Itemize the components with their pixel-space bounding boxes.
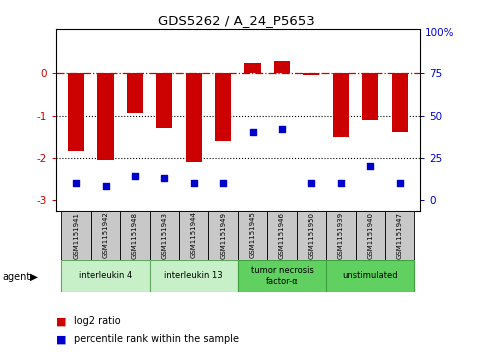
Bar <box>185 73 202 162</box>
Point <box>308 180 315 186</box>
Point <box>102 184 110 189</box>
Bar <box>150 260 238 291</box>
Point <box>337 180 345 186</box>
Text: GSM1151947: GSM1151947 <box>397 212 403 258</box>
Bar <box>68 73 84 151</box>
Point <box>366 163 374 169</box>
Point <box>190 180 198 186</box>
Bar <box>362 73 378 120</box>
Text: interleukin 13: interleukin 13 <box>164 272 223 280</box>
Text: percentile rank within the sample: percentile rank within the sample <box>74 334 239 344</box>
Text: log2 ratio: log2 ratio <box>74 316 121 326</box>
Text: GSM1151950: GSM1151950 <box>309 212 314 258</box>
Bar <box>303 73 319 76</box>
Bar <box>209 211 238 260</box>
Text: GSM1151945: GSM1151945 <box>250 212 256 258</box>
Point <box>396 180 403 186</box>
Bar <box>238 211 267 260</box>
Text: GDS5262 / A_24_P5653: GDS5262 / A_24_P5653 <box>158 15 315 28</box>
Text: GSM1151949: GSM1151949 <box>220 212 226 258</box>
Text: GSM1151948: GSM1151948 <box>132 212 138 258</box>
Bar <box>326 211 355 260</box>
Text: agent: agent <box>2 272 30 282</box>
Bar <box>326 260 414 291</box>
Bar <box>333 73 349 137</box>
Bar <box>91 211 120 260</box>
Bar <box>238 260 326 291</box>
Text: GSM1151942: GSM1151942 <box>102 212 109 258</box>
Bar <box>61 211 91 260</box>
Point <box>219 180 227 186</box>
Text: GSM1151944: GSM1151944 <box>191 212 197 258</box>
Bar <box>156 73 172 128</box>
Bar <box>385 211 414 260</box>
Bar <box>274 61 290 73</box>
Text: 100%: 100% <box>425 28 454 38</box>
Bar <box>61 260 150 291</box>
Text: GSM1151940: GSM1151940 <box>367 212 373 258</box>
Bar <box>179 211 209 260</box>
Text: unstimulated: unstimulated <box>342 272 398 280</box>
Point <box>249 130 256 135</box>
Bar <box>297 211 326 260</box>
Bar <box>267 211 297 260</box>
Point <box>131 174 139 179</box>
Bar <box>392 73 408 132</box>
Bar <box>127 73 143 114</box>
Text: ■: ■ <box>56 316 66 326</box>
Bar <box>150 211 179 260</box>
Text: tumor necrosis
factor-α: tumor necrosis factor-α <box>251 266 313 286</box>
Bar <box>355 211 385 260</box>
Text: ■: ■ <box>56 334 66 344</box>
Text: interleukin 4: interleukin 4 <box>79 272 132 280</box>
Text: GSM1151943: GSM1151943 <box>161 212 167 258</box>
Bar <box>215 73 231 141</box>
Bar <box>98 73 114 160</box>
Point <box>160 175 168 181</box>
Point <box>278 126 286 132</box>
Text: GSM1151941: GSM1151941 <box>73 212 79 258</box>
Bar <box>120 211 150 260</box>
Point <box>72 180 80 186</box>
Text: GSM1151946: GSM1151946 <box>279 212 285 258</box>
Text: ▶: ▶ <box>30 272 39 282</box>
Text: GSM1151939: GSM1151939 <box>338 212 344 258</box>
Bar <box>244 63 261 73</box>
